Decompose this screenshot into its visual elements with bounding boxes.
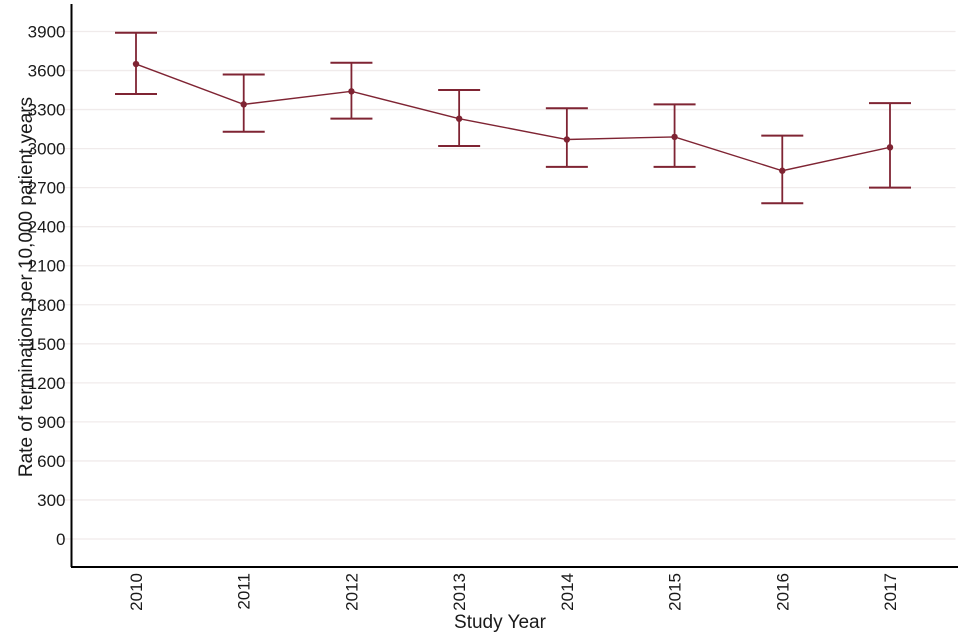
data-point [779,167,786,174]
data-point [563,136,571,143]
x-tick-label: 2015 [666,573,685,611]
x-tick-label: 2016 [773,573,792,611]
y-tick-label: 3300 [28,101,66,120]
x-tick-label: 2010 [127,573,146,611]
y-tick-label: 1500 [28,335,66,354]
data-point [455,115,463,122]
data-point [886,144,894,151]
y-tick-label: 0 [56,530,65,549]
y-tick-label: 2700 [28,179,66,198]
y-tick-label: 3900 [28,23,66,42]
y-tick-label: 1200 [28,374,66,393]
y-tick-label: 2100 [28,257,66,276]
x-tick-label: 2017 [881,573,900,611]
y-tick-label: 3600 [28,62,66,81]
x-tick-label: 2011 [235,573,254,610]
data-point [132,60,140,68]
y-tick-label: 300 [37,491,65,510]
data-point [240,101,247,108]
x-tick-label: 2014 [558,573,577,611]
x-axis-title: Study Year [454,612,546,633]
data-point [348,88,355,95]
x-tick-label: 2013 [450,573,469,611]
x-tick-label: 2012 [342,573,361,611]
y-tick-label: 600 [37,452,65,471]
y-tick-label: 2400 [28,218,66,237]
y-tick-label: 3000 [28,140,66,159]
trend-line [135,63,891,172]
y-tick-label: 900 [37,413,65,432]
y-tick-label: 1800 [28,296,66,315]
data-point [671,133,678,141]
y-axis-title: Rate of terminations per 10,000 patient … [16,96,37,478]
